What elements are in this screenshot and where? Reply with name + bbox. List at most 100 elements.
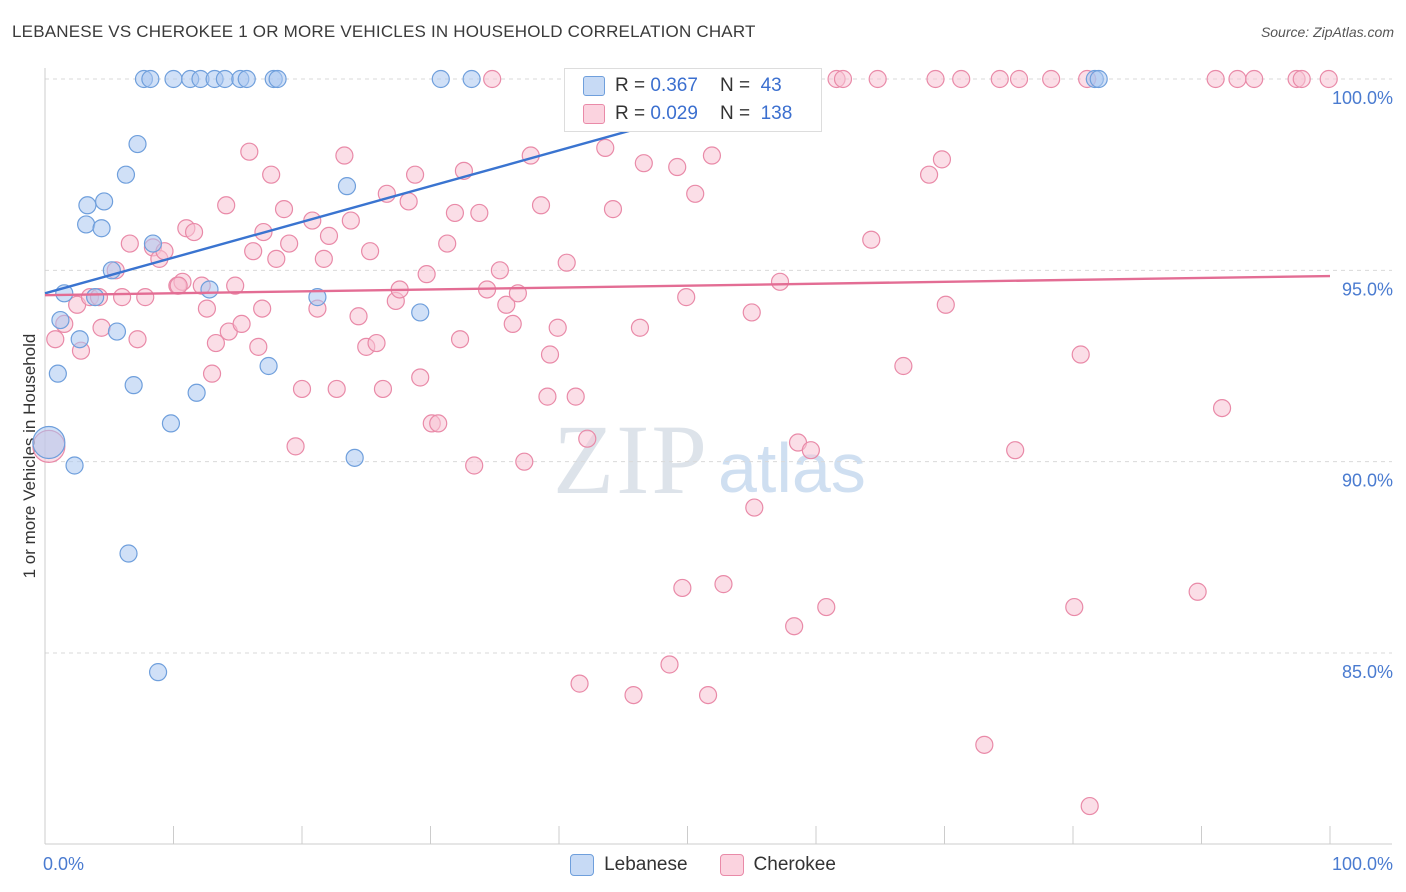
lebanese-point <box>92 219 111 238</box>
cherokee-point <box>557 253 576 272</box>
lebanese-point <box>268 69 287 89</box>
lebanese-point <box>77 215 96 234</box>
lebanese-point <box>143 234 163 253</box>
legend-label-cherokee: Cherokee <box>753 854 836 875</box>
legend-item-cherokee[interactable]: Cherokee <box>719 854 836 876</box>
lebanese-point <box>107 322 127 341</box>
gridlines <box>45 78 1392 654</box>
cherokee-point <box>630 318 650 337</box>
cherokee-point <box>952 69 971 89</box>
cherokee-point <box>267 249 286 268</box>
cherokee-point <box>1042 69 1061 89</box>
lebanese-point <box>51 310 70 330</box>
cherokee-point <box>136 288 155 307</box>
cherokee-point <box>990 69 1009 89</box>
cherokee-point <box>319 226 339 245</box>
lebanese-point <box>78 196 97 215</box>
cherokee-point <box>286 437 305 456</box>
cherokee-point <box>817 597 836 617</box>
legend-item-lebanese[interactable]: Lebanese <box>570 854 688 876</box>
cherokee-point <box>868 69 887 89</box>
legend-label-lebanese: Lebanese <box>604 854 688 875</box>
lebanese-point <box>70 330 89 349</box>
lebanese-point <box>141 69 160 89</box>
legend-n-value: 138 <box>760 103 793 124</box>
watermark-zip: ZIP <box>553 404 709 515</box>
lebanese-point <box>128 134 147 154</box>
lebanese-point <box>65 456 84 475</box>
cherokee-point <box>327 379 346 399</box>
cherokee-point <box>932 150 952 169</box>
lebanese-point <box>237 69 256 89</box>
cherokee-point <box>262 165 281 184</box>
cherokee-point <box>240 142 259 161</box>
cherokee-point <box>515 452 534 471</box>
cherokee-point <box>770 272 790 291</box>
cherokee-point <box>1006 441 1025 460</box>
y-tick-label: 100.0% <box>1332 88 1393 108</box>
lebanese-point <box>187 383 206 402</box>
cherokee-point <box>1319 69 1338 89</box>
legend-swatch-cherokee <box>583 104 605 124</box>
cherokee-point <box>742 303 761 322</box>
legend-r-label: R = <box>615 103 646 124</box>
cherokee-point <box>745 498 764 517</box>
cherokee-point <box>217 196 236 215</box>
lebanese-point <box>345 448 364 467</box>
lebanese-point <box>411 303 430 322</box>
cherokee-point <box>1065 597 1084 617</box>
cherokee-point <box>314 249 333 268</box>
cherokee-trend-line <box>44 274 1331 297</box>
cherokee-point <box>1245 69 1264 89</box>
lebanese-point <box>119 544 138 563</box>
cherokee-point <box>367 333 386 353</box>
lebanese-point <box>308 288 327 307</box>
lebanese-point <box>86 288 105 307</box>
legend-row-lebanese: R = 0.367 N = 43 <box>583 75 782 97</box>
axes <box>44 68 1392 845</box>
cherokee-point <box>919 165 939 184</box>
cherokee-point <box>349 307 368 326</box>
cherokee-point <box>1071 345 1090 364</box>
cherokee-point <box>1206 69 1225 89</box>
source-credit: Source: ZipAtlas.com <box>1260 24 1394 40</box>
correlation-legend: R = 0.367 N = 43 R = 0.029 N = 138 <box>564 68 822 132</box>
cherokee-point <box>677 288 696 307</box>
cherokee-point <box>411 368 430 387</box>
legend-n-label: N = <box>719 75 751 96</box>
tick-labels: 85.0% 90.0% 95.0% 100.0% 0.0% 100.0% <box>43 88 1393 874</box>
legend-row-cherokee: R = 0.029 N = 138 <box>583 103 792 125</box>
cherokee-point <box>120 234 139 253</box>
cherokee-point <box>698 685 718 705</box>
cherokee-point <box>445 203 465 223</box>
lebanese-point <box>200 280 219 299</box>
lebanese-point <box>161 414 181 433</box>
cherokee-point <box>603 200 623 219</box>
cherokee-point <box>470 203 489 223</box>
legend-n-value: 43 <box>760 75 782 96</box>
cherokee-point <box>253 299 272 318</box>
cherokee-point <box>373 379 393 399</box>
cherokee-point <box>450 330 470 349</box>
cherokee-point <box>538 387 557 406</box>
y-tick-label: 95.0% <box>1342 279 1393 299</box>
lebanese-point <box>259 356 278 376</box>
cherokee-point <box>361 242 380 261</box>
cherokee-point <box>1212 398 1232 418</box>
cherokee-point <box>497 295 516 314</box>
cherokee-point <box>335 146 354 165</box>
cherokee-point <box>936 295 955 314</box>
cherokee-point <box>341 211 360 230</box>
cherokee-point <box>566 387 585 406</box>
cherokee-point <box>465 456 484 475</box>
cherokee-point <box>1228 69 1247 89</box>
lebanese-point <box>95 192 114 211</box>
lebanese-point <box>116 165 136 184</box>
cherokee-point <box>833 69 853 89</box>
lebanese-point <box>164 69 183 89</box>
cherokee-point <box>280 234 299 253</box>
cherokee-point <box>975 735 994 754</box>
lebanese-point <box>32 425 66 460</box>
cherokee-point <box>801 441 820 460</box>
